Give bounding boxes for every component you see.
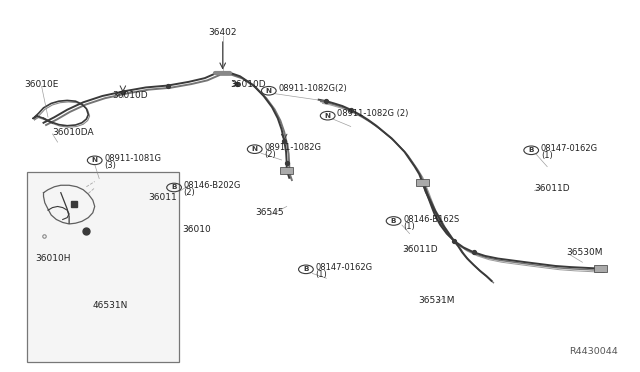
Text: 36530M: 36530M	[566, 248, 603, 257]
Text: 36545: 36545	[256, 208, 284, 217]
Text: (1): (1)	[541, 151, 552, 160]
Text: 08146-B202G: 08146-B202G	[184, 181, 241, 190]
Text: 36011D: 36011D	[402, 246, 438, 254]
Text: B: B	[391, 218, 396, 224]
Text: N: N	[266, 88, 272, 94]
Text: 36011: 36011	[148, 193, 177, 202]
Text: N: N	[252, 146, 258, 152]
Text: (1): (1)	[316, 270, 327, 279]
Text: 36010H: 36010H	[35, 254, 70, 263]
Text: 36402: 36402	[209, 28, 237, 37]
Text: N: N	[324, 113, 331, 119]
Text: (2): (2)	[184, 188, 195, 197]
Text: 36531M: 36531M	[418, 296, 455, 305]
Bar	[280, 167, 293, 174]
Text: 08147-0162G: 08147-0162G	[541, 144, 598, 153]
Text: (3): (3)	[104, 161, 116, 170]
Text: B: B	[529, 147, 534, 153]
Text: 36010D: 36010D	[112, 92, 148, 100]
Text: 36010E: 36010E	[24, 80, 59, 89]
Text: 36010DA: 36010DA	[52, 128, 94, 137]
Text: 36011D: 36011D	[534, 185, 570, 193]
FancyBboxPatch shape	[27, 172, 179, 362]
Text: 08147-0162G: 08147-0162G	[316, 263, 372, 272]
Text: 36010D: 36010D	[230, 80, 266, 89]
Text: R4430044: R4430044	[569, 347, 618, 356]
Text: 08146-B162S: 08146-B162S	[403, 215, 460, 224]
Text: 08911-1082G(2): 08911-1082G(2)	[278, 84, 347, 93]
Text: (1): (1)	[403, 222, 415, 231]
Text: N: N	[92, 157, 98, 163]
Bar	[416, 179, 429, 186]
Text: 08911-1081G: 08911-1081G	[104, 154, 161, 163]
Text: 08911-1082G: 08911-1082G	[264, 143, 321, 152]
Text: B: B	[303, 266, 308, 272]
Text: 46531N: 46531N	[92, 301, 128, 310]
Text: B: B	[172, 185, 177, 190]
Text: 08911-1082G (2): 08911-1082G (2)	[337, 109, 409, 118]
Text: 36010: 36010	[182, 225, 211, 234]
Text: (2): (2)	[264, 150, 276, 159]
Bar	[594, 265, 607, 272]
